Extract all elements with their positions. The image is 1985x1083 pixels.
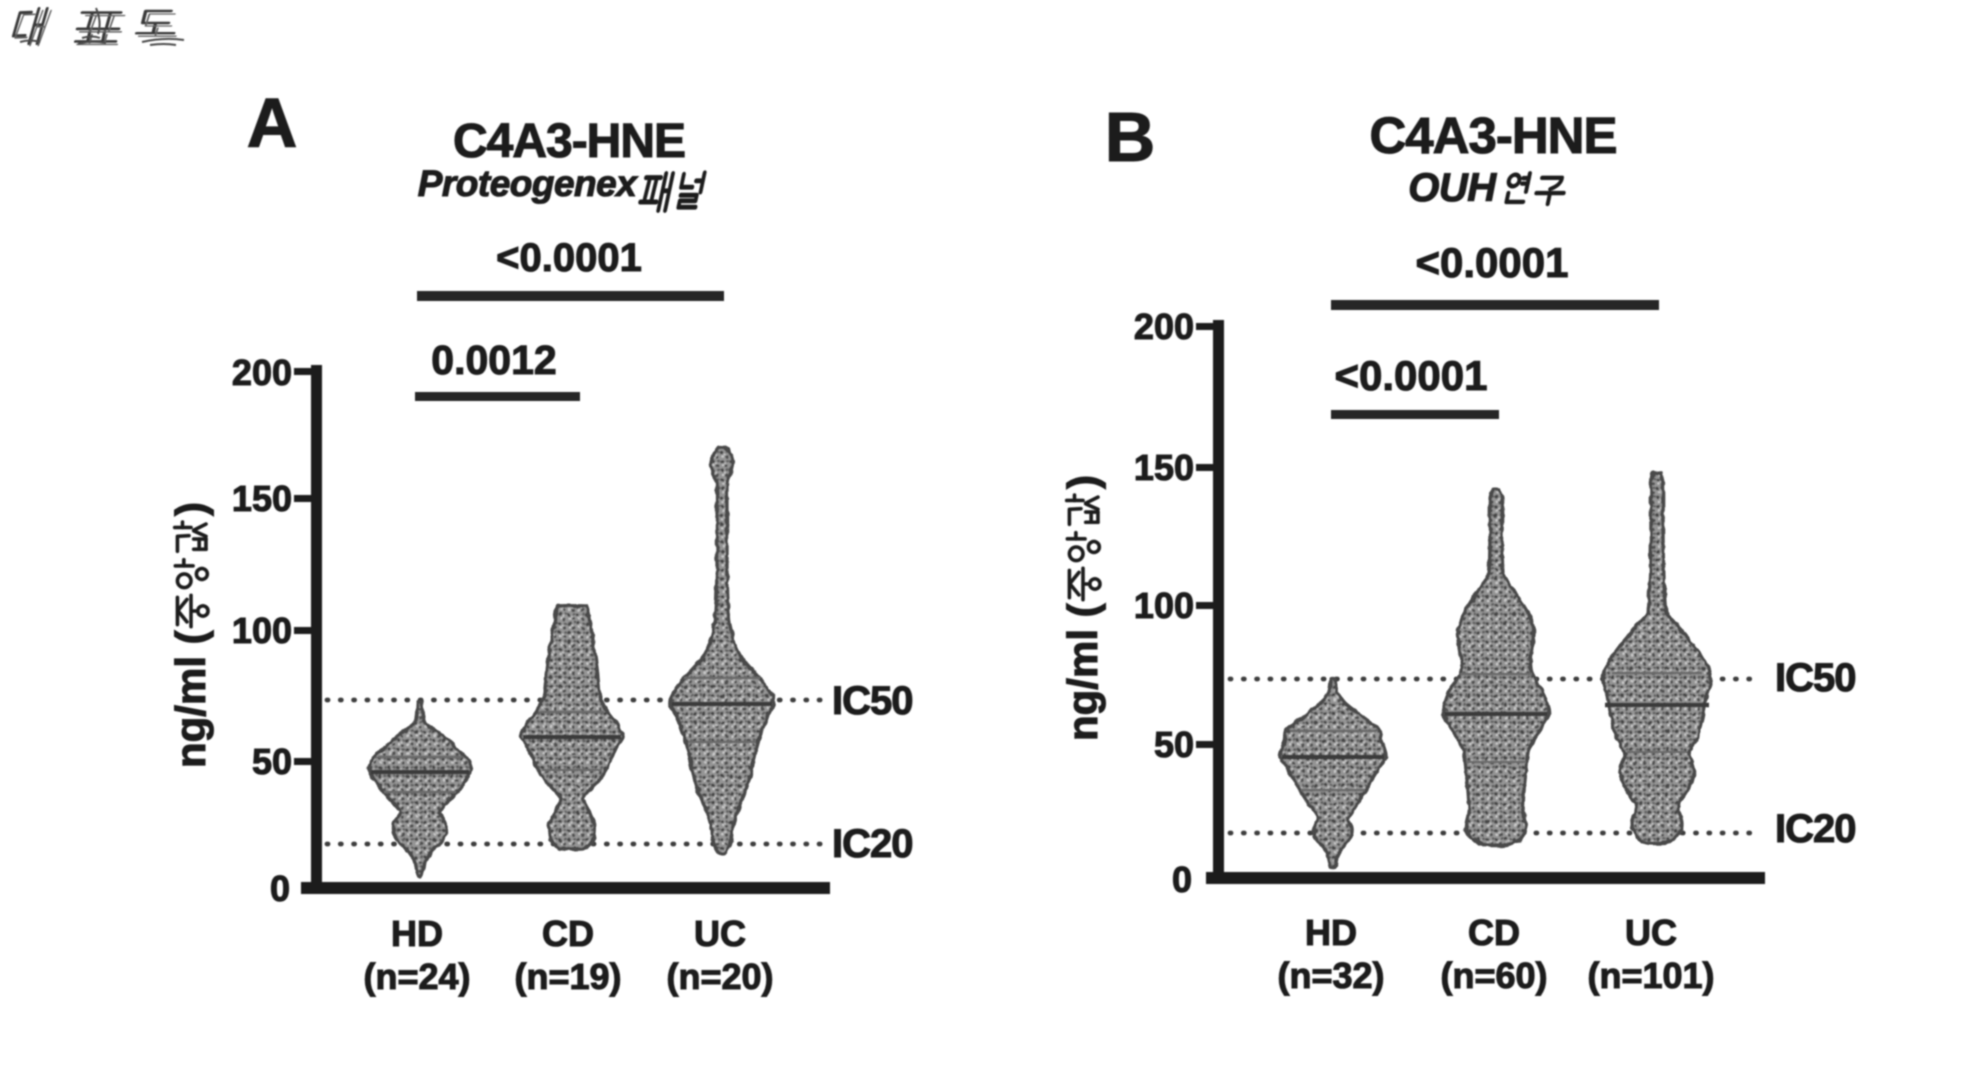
svg-text:ng/ml (: ng/ml ( xyxy=(167,630,214,768)
svg-text:(n=24): (n=24) xyxy=(363,956,470,997)
svg-text:CD: CD xyxy=(1468,912,1520,953)
svg-text:HD: HD xyxy=(1305,912,1357,953)
svg-text:UC: UC xyxy=(694,913,746,954)
svg-text:100: 100 xyxy=(232,610,292,651)
svg-text:HD: HD xyxy=(391,913,443,954)
svg-text:IC50: IC50 xyxy=(1775,656,1856,700)
svg-text:IC50: IC50 xyxy=(832,679,913,723)
svg-text:200: 200 xyxy=(1134,306,1194,347)
svg-text:0.0012: 0.0012 xyxy=(431,337,556,383)
svg-text:50: 50 xyxy=(1154,724,1194,765)
svg-text:C4A3-HNE: C4A3-HNE xyxy=(453,115,685,168)
svg-text:(n=19): (n=19) xyxy=(514,956,621,997)
svg-text:ng/ml (: ng/ml ( xyxy=(1059,603,1106,741)
svg-text:(n=101): (n=101) xyxy=(1587,955,1714,996)
svg-text:(n=32): (n=32) xyxy=(1277,955,1384,996)
svg-text:50: 50 xyxy=(252,741,292,782)
svg-text:): ) xyxy=(167,502,214,516)
svg-text:(n=20): (n=20) xyxy=(666,956,773,997)
svg-text:IC20: IC20 xyxy=(832,822,913,866)
svg-text:A: A xyxy=(247,84,298,162)
svg-text:0: 0 xyxy=(270,868,290,909)
svg-text:(n=60): (n=60) xyxy=(1440,955,1547,996)
svg-text:0: 0 xyxy=(1172,859,1192,900)
svg-text:IC20: IC20 xyxy=(1775,807,1856,851)
svg-text:100: 100 xyxy=(1134,585,1194,626)
svg-text:UC: UC xyxy=(1625,912,1677,953)
svg-text:<0.0001: <0.0001 xyxy=(1335,352,1488,399)
svg-text:OUH: OUH xyxy=(1408,166,1497,210)
svg-text:<0.0001: <0.0001 xyxy=(1416,239,1569,286)
svg-text:<0.0001: <0.0001 xyxy=(496,236,642,280)
svg-text:150: 150 xyxy=(232,478,292,519)
svg-text:CD: CD xyxy=(542,913,594,954)
svg-text:150: 150 xyxy=(1134,447,1194,488)
svg-text:C4A3-HNE: C4A3-HNE xyxy=(1369,107,1616,164)
svg-text:B: B xyxy=(1105,98,1156,176)
svg-text:200: 200 xyxy=(232,352,292,393)
svg-text:): ) xyxy=(1059,475,1106,489)
svg-text:Proteogenex: Proteogenex xyxy=(418,163,639,204)
